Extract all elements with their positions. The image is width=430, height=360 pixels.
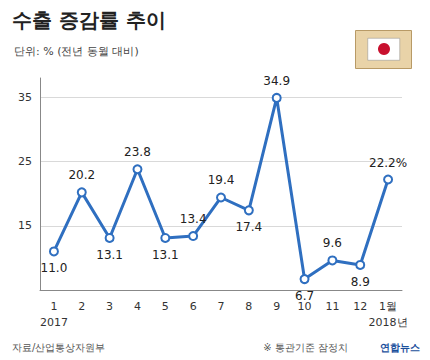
svg-text:10: 10 [297, 299, 312, 313]
svg-text:15: 15 [18, 219, 32, 232]
svg-text:11: 11 [325, 300, 339, 313]
svg-text:7: 7 [218, 300, 225, 313]
svg-text:1: 1 [50, 300, 57, 313]
svg-text:1월: 1월 [379, 300, 397, 313]
svg-text:23.8: 23.8 [124, 145, 151, 159]
svg-text:6: 6 [190, 300, 197, 313]
svg-text:12: 12 [353, 300, 367, 313]
svg-text:8.9: 8.9 [351, 275, 370, 289]
svg-text:22.2%: 22.2% [369, 156, 407, 170]
svg-text:34.9: 34.9 [263, 74, 290, 88]
svg-text:19.4: 19.4 [208, 173, 235, 187]
svg-text:4: 4 [134, 300, 141, 313]
svg-text:20.2: 20.2 [68, 168, 95, 182]
svg-text:3: 3 [106, 300, 113, 313]
svg-text:5: 5 [162, 300, 169, 313]
svg-text:수출 증감률 추이: 수출 증감률 추이 [12, 8, 166, 32]
svg-text:※ 통관기준 잠정치: ※ 통관기준 잠정치 [263, 342, 348, 353]
svg-text:9.6: 9.6 [323, 236, 342, 250]
svg-text:9: 9 [273, 300, 280, 313]
svg-text:13.1: 13.1 [152, 248, 179, 262]
svg-text:35: 35 [18, 91, 32, 104]
svg-text:6.7: 6.7 [295, 289, 314, 303]
svg-text:25: 25 [18, 155, 32, 168]
svg-text:13.4: 13.4 [180, 212, 207, 226]
svg-text:자료/산업통상자원부: 자료/산업통상자원부 [12, 342, 105, 353]
svg-text:단위: % (전년 동월 대비): 단위: % (전년 동월 대비) [14, 45, 139, 58]
svg-text:2: 2 [78, 300, 85, 313]
svg-text:연합뉴스: 연합뉴스 [380, 342, 420, 353]
svg-text:8: 8 [245, 300, 252, 313]
svg-text:17.4: 17.4 [235, 220, 262, 234]
svg-text:2017: 2017 [40, 316, 68, 329]
svg-text:11.0: 11.0 [41, 261, 68, 275]
svg-text:2018년: 2018년 [369, 316, 408, 329]
svg-text:13.1: 13.1 [96, 248, 123, 262]
